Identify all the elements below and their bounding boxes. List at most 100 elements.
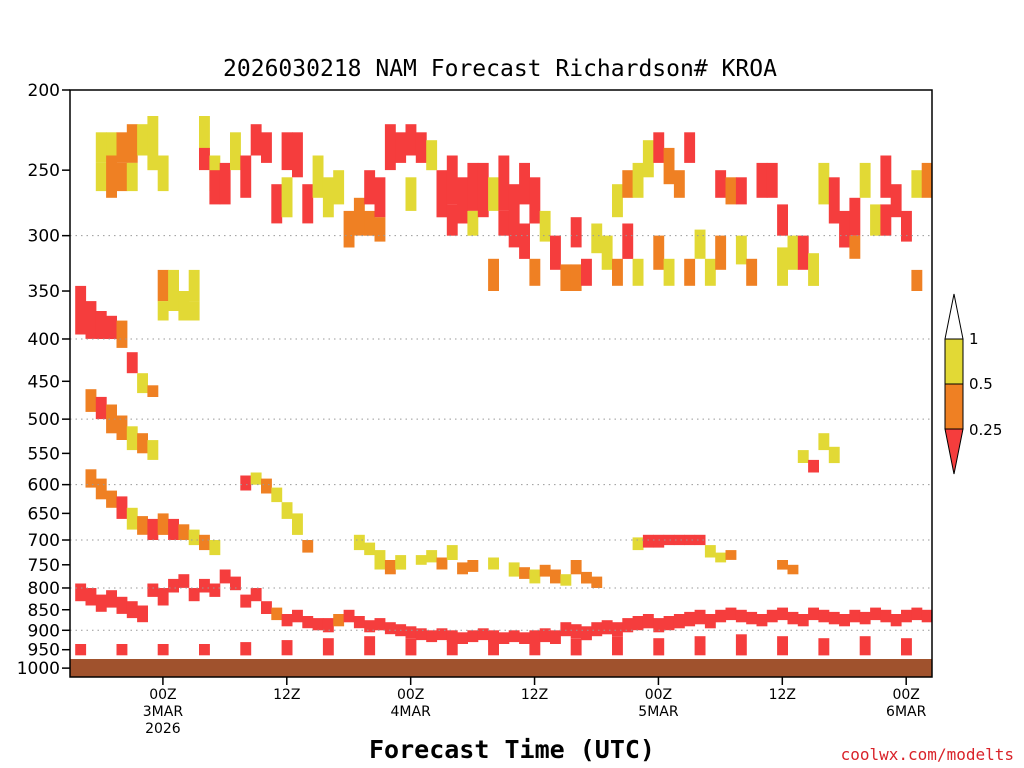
grid-lines <box>70 235 932 631</box>
ri-cell <box>715 235 727 270</box>
ri-cell <box>498 632 510 644</box>
ri-cell <box>343 210 355 248</box>
ri-cell <box>446 640 458 656</box>
ri-cell <box>560 574 572 586</box>
ri-cell <box>560 264 572 291</box>
ri-cell <box>178 574 190 588</box>
ri-cell <box>477 162 489 218</box>
ri-cell <box>663 616 675 631</box>
ri-cell <box>250 472 262 485</box>
chart-title: 2026030218 NAM Forecast Richardson# KROA <box>223 56 777 82</box>
ri-cell <box>653 132 665 163</box>
ri-cell <box>467 210 479 236</box>
ri-cell <box>901 609 912 623</box>
ri-cell <box>85 469 97 488</box>
ri-cell <box>147 116 159 171</box>
ri-cell <box>353 534 365 551</box>
ri-cell <box>395 132 407 163</box>
ri-cell <box>684 611 696 627</box>
ri-cell <box>178 524 190 540</box>
ri-cell <box>859 162 871 198</box>
ri-cell <box>880 609 892 623</box>
ri-cell <box>550 630 561 644</box>
ri-cell <box>178 291 190 321</box>
ri-cell <box>364 620 376 633</box>
y-tick-label: 550 <box>28 444 60 464</box>
ri-cell <box>364 170 376 205</box>
ri-cell <box>828 446 840 464</box>
ri-cell <box>539 210 551 242</box>
ri-cell <box>570 560 582 575</box>
x-tick-label: 2026 <box>145 721 181 737</box>
y-tick-label: 400 <box>28 330 60 350</box>
ri-cell <box>529 177 541 224</box>
ri-cell <box>653 638 665 656</box>
ri-cell <box>106 590 117 608</box>
y-axis: 200 250 300 350 400 450 500 550 600 650 700 750 8008… <box>17 81 70 679</box>
ri-cell <box>529 630 541 643</box>
ri-cell <box>364 636 376 656</box>
y-tick-label: 250 <box>28 161 60 181</box>
y-tick-label: 500 <box>28 410 60 430</box>
ri-cell <box>312 155 324 198</box>
ri-cell <box>467 162 479 211</box>
ri-cell <box>859 636 871 656</box>
ri-cell <box>116 415 128 440</box>
ri-cell <box>457 562 468 575</box>
ri-cell <box>488 640 499 656</box>
ri-cell <box>137 605 148 623</box>
ri-cell <box>374 217 386 242</box>
ri-cell <box>797 614 809 627</box>
ri-cell <box>147 385 159 397</box>
ri-cell <box>550 569 561 584</box>
ri-cell <box>364 542 376 556</box>
ri-cell <box>240 642 252 656</box>
x-tick-label: 5MAR <box>638 704 679 720</box>
ri-cell <box>302 540 314 553</box>
ri-cell <box>642 140 654 178</box>
ri-cell <box>777 204 788 236</box>
ri-cell <box>642 534 654 548</box>
ri-cell <box>137 516 148 535</box>
ri-cell <box>849 235 861 259</box>
ri-cell <box>746 258 758 286</box>
ri-cell <box>612 184 623 218</box>
ri-cell <box>684 258 696 286</box>
y-tick-label: 1000 <box>17 659 60 679</box>
ri-cell <box>570 624 582 639</box>
ri-cell <box>911 269 923 291</box>
ri-cell <box>550 235 561 270</box>
ri-cell <box>901 210 912 242</box>
ri-cell <box>261 132 272 163</box>
ri-cell <box>457 632 468 644</box>
ri-cell <box>209 540 221 556</box>
ri-cell <box>126 601 138 619</box>
ri-cell <box>519 567 530 579</box>
ri-cell <box>85 389 97 412</box>
ri-cell <box>95 162 107 192</box>
x-tick-label: 00Z <box>645 687 672 703</box>
ri-cell <box>271 607 283 621</box>
ri-cell <box>281 640 293 656</box>
y-tick-label: 700 <box>28 531 60 551</box>
ri-cell <box>808 459 819 473</box>
ri-cell <box>560 622 572 637</box>
ri-cell <box>281 502 293 519</box>
ri-cell <box>570 217 582 248</box>
ri-cell <box>281 177 293 218</box>
ri-cell <box>704 545 716 558</box>
ri-cell <box>137 433 148 454</box>
ri-cell <box>353 616 365 629</box>
ri-cell <box>766 609 778 623</box>
ri-cell <box>818 609 830 623</box>
ri-cell <box>426 140 438 171</box>
ri-cell <box>126 507 138 530</box>
ri-cell <box>488 258 499 291</box>
ri-cell <box>632 616 644 631</box>
ri-cell <box>849 197 861 236</box>
ri-cell <box>436 557 448 570</box>
ri-cell <box>570 638 582 656</box>
ri-cell <box>725 177 737 205</box>
ri-cell <box>322 618 334 633</box>
